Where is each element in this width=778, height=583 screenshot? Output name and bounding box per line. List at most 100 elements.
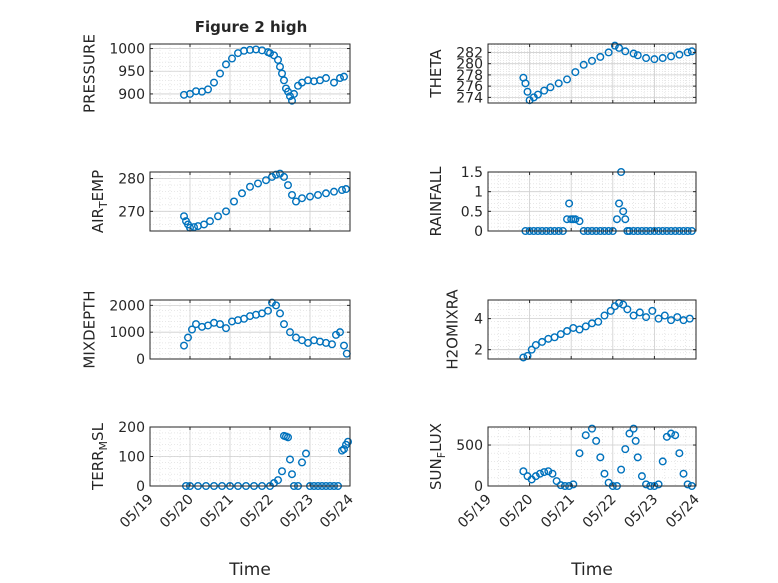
ylabel-7: TERRMSL bbox=[89, 422, 110, 491]
data-point bbox=[629, 49, 638, 58]
data-point bbox=[623, 305, 632, 314]
data-point bbox=[215, 69, 224, 78]
data-point bbox=[286, 92, 295, 101]
data-point bbox=[328, 340, 337, 349]
ytick-label: 0 bbox=[474, 224, 483, 240]
data-point bbox=[546, 83, 555, 92]
ytick-label: 100 bbox=[118, 450, 145, 466]
data-point bbox=[330, 78, 339, 87]
data-point bbox=[278, 69, 287, 78]
data-point bbox=[314, 190, 323, 199]
xtick-label: 05/23 bbox=[277, 492, 317, 532]
xtick-label: 05/23 bbox=[621, 492, 661, 532]
data-point bbox=[272, 170, 281, 179]
data-point bbox=[556, 481, 565, 490]
data-point bbox=[270, 51, 279, 60]
data-point bbox=[565, 199, 574, 208]
data-point bbox=[629, 311, 638, 320]
ytick-label: 4 bbox=[474, 312, 483, 328]
data-point bbox=[187, 325, 196, 334]
data-point bbox=[276, 62, 285, 71]
data-point bbox=[654, 314, 663, 323]
data-point bbox=[278, 467, 287, 476]
data-point bbox=[237, 189, 246, 198]
ylabel-4: RAINFALL bbox=[427, 166, 445, 237]
data-point bbox=[629, 424, 638, 433]
subplot-6: 2 4 H2OMIXRA bbox=[444, 289, 697, 370]
data-point bbox=[687, 47, 696, 56]
data-point bbox=[621, 47, 630, 56]
axes-box bbox=[487, 43, 697, 104]
data-point bbox=[552, 477, 561, 486]
data-point bbox=[229, 197, 238, 206]
data-point bbox=[336, 328, 345, 337]
data-point bbox=[658, 54, 667, 63]
data-point bbox=[671, 431, 680, 440]
subplot-8: 0 500 SUNFLUX 05/19 05/20 05/21 05/22 05/23 05/2… bbox=[427, 423, 703, 580]
series-markers bbox=[519, 41, 696, 105]
xtick-label: 05/22 bbox=[580, 492, 620, 532]
data-point bbox=[338, 186, 347, 195]
data-point bbox=[654, 480, 663, 489]
xtick-label: 05/21 bbox=[538, 492, 578, 532]
axes-box bbox=[149, 171, 351, 232]
data-point bbox=[610, 41, 619, 50]
xtick-label: 05/19 bbox=[455, 492, 495, 532]
data-point bbox=[286, 328, 295, 337]
ytick-label: 2000 bbox=[109, 298, 145, 314]
data-point bbox=[272, 301, 281, 310]
data-point bbox=[683, 48, 692, 57]
data-point bbox=[538, 337, 547, 346]
data-point bbox=[642, 313, 651, 322]
data-point bbox=[288, 190, 297, 199]
plot-area bbox=[488, 44, 696, 103]
ylabel-3: AIRTEMP bbox=[89, 170, 110, 233]
data-point bbox=[631, 436, 640, 445]
ytick-label: 1000 bbox=[109, 325, 145, 341]
data-point bbox=[221, 324, 230, 333]
data-point bbox=[284, 181, 293, 190]
xtick-label: 05/21 bbox=[197, 492, 237, 532]
plot-area bbox=[488, 172, 696, 231]
data-point bbox=[675, 50, 684, 59]
xlabel: Time bbox=[570, 560, 613, 580]
data-point bbox=[245, 182, 254, 191]
data-point bbox=[550, 333, 559, 342]
data-point bbox=[637, 472, 646, 481]
data-point bbox=[527, 345, 536, 354]
plot-area bbox=[150, 300, 350, 359]
data-point bbox=[262, 176, 271, 185]
data-point bbox=[221, 207, 230, 216]
data-point bbox=[290, 89, 299, 98]
data-point bbox=[667, 429, 676, 438]
data-point bbox=[338, 446, 347, 455]
data-point bbox=[215, 320, 224, 329]
data-point bbox=[575, 449, 584, 458]
data-point bbox=[581, 431, 590, 440]
data-point bbox=[612, 215, 621, 224]
data-point bbox=[575, 325, 584, 334]
data-point bbox=[330, 187, 339, 196]
data-point bbox=[284, 433, 293, 442]
data-point bbox=[556, 330, 565, 339]
data-point bbox=[521, 79, 530, 88]
data-point bbox=[274, 476, 283, 485]
axes-box bbox=[149, 43, 351, 104]
ytick-label: 0 bbox=[136, 352, 145, 368]
data-point bbox=[563, 75, 572, 84]
data-point bbox=[544, 467, 553, 476]
data-point bbox=[276, 309, 285, 318]
subplot-5: 0 1000 2000 MIXDEPTH bbox=[80, 290, 351, 369]
ytick-label: 0.5 bbox=[461, 204, 483, 220]
ytick-label: 282 bbox=[456, 45, 483, 61]
ytick-label: 280 bbox=[118, 172, 145, 188]
data-point bbox=[588, 56, 597, 65]
data-point bbox=[286, 455, 295, 464]
data-point bbox=[280, 76, 289, 85]
axes-box bbox=[487, 426, 697, 487]
data-point bbox=[266, 49, 275, 58]
data-point bbox=[298, 194, 307, 203]
ytick-label: 1000 bbox=[109, 42, 145, 58]
data-point bbox=[683, 480, 692, 489]
data-point bbox=[268, 172, 277, 181]
